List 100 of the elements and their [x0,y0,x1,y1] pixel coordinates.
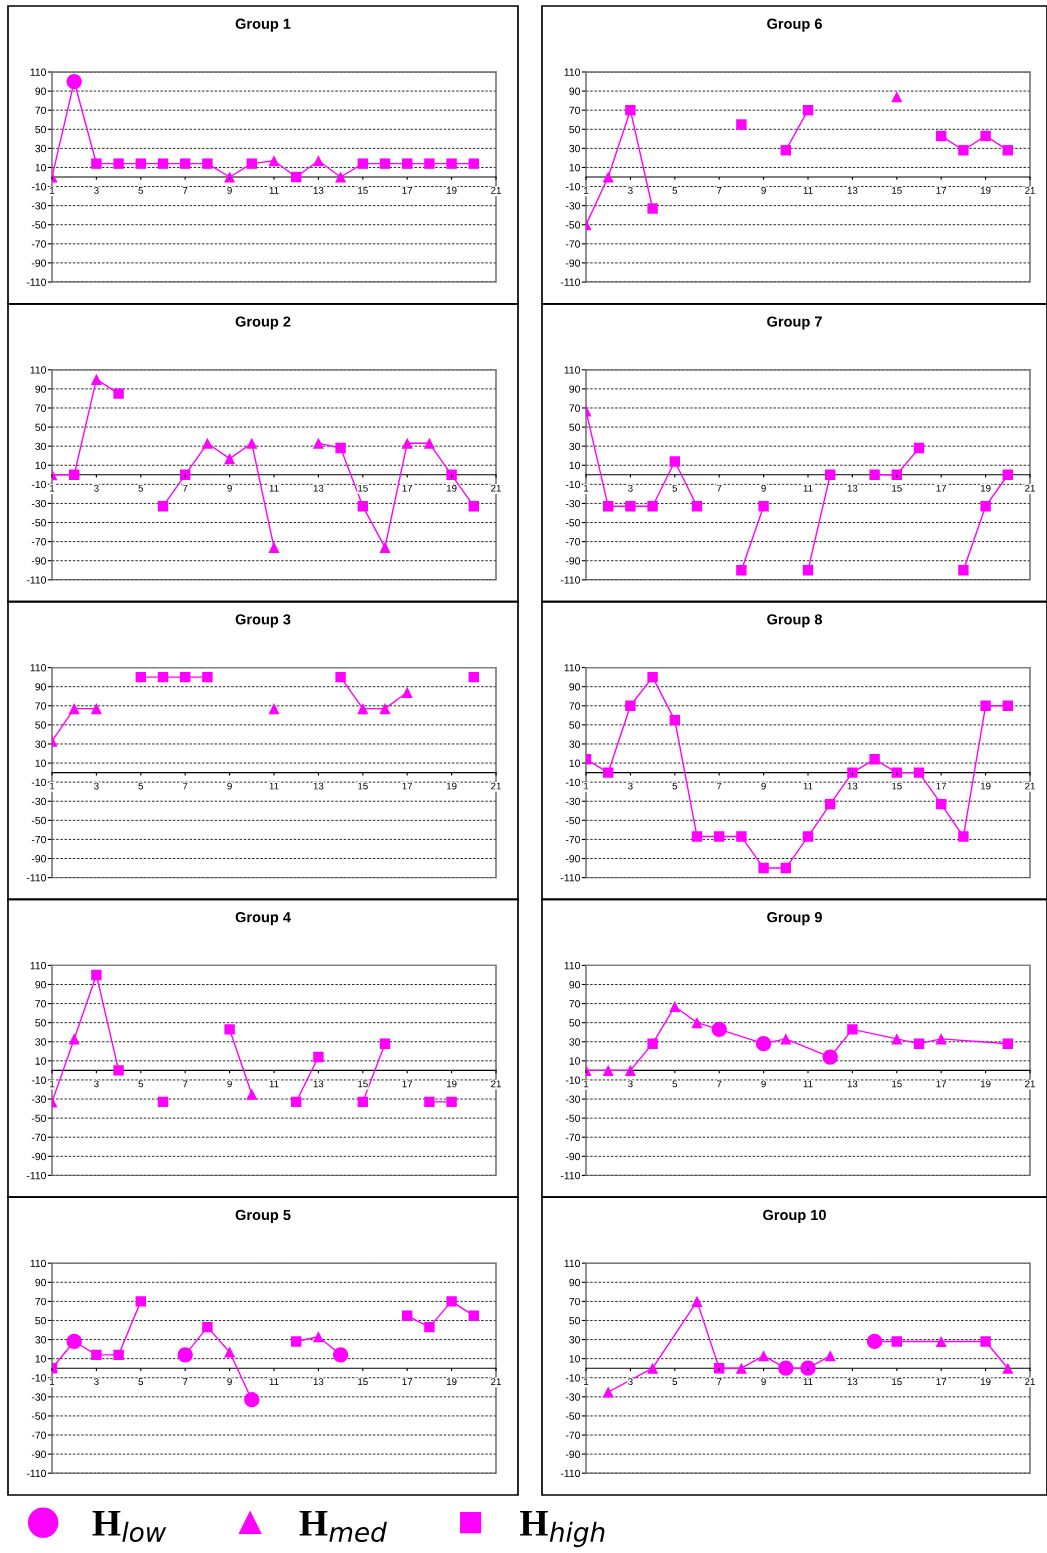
point [778,1360,794,1376]
point [758,862,769,874]
x-tick-label: 15 [892,484,902,492]
y-tick-label: -110 [26,1171,47,1180]
point [401,1310,413,1321]
chart-title: Group 1 [235,18,291,32]
point [891,767,903,778]
point [647,671,658,683]
y-tick-label: -70 [31,1431,47,1439]
x-tick-label: 5 [138,782,144,790]
point [179,469,191,481]
point [691,501,703,512]
y-tick-label: -10 [31,480,47,489]
x-tick-label: 17 [936,187,947,194]
point [468,158,480,169]
x-tick-label: 11 [803,187,813,194]
point [246,437,258,449]
x-tick-label: 15 [892,1378,902,1386]
y-tick-label: -10 [31,778,47,787]
x-tick-label: 17 [402,187,413,194]
x-tick-label: 19 [446,484,457,492]
x-tick-label: 11 [269,1080,279,1088]
point [822,1049,838,1065]
point [68,703,80,715]
point [135,158,147,169]
y-tick-label: -70 [565,538,581,546]
y-tick-label: -110 [26,278,47,286]
chart-title: Group 6 [767,18,822,32]
x-tick-label: 7 [717,782,722,790]
point [157,501,169,512]
point [379,1038,391,1049]
y-tick-label: -110 [560,874,581,882]
y-tick-label: -70 [31,538,47,546]
point [647,203,658,214]
x-tick-label: 17 [402,782,413,790]
point [446,469,457,481]
x-tick-label: 17 [936,1080,947,1088]
x-tick-label: 9 [227,782,232,790]
legend-label: H$_{high}$ [520,1511,605,1548]
y-tick-label: 50 [35,1316,47,1325]
y-tick-label: -50 [565,519,581,527]
x-tick-label: 21 [491,1378,501,1385]
point [669,456,681,467]
x-tick-label: 7 [717,1080,722,1088]
point [312,437,324,449]
y-tick-label: -10 [565,1374,581,1382]
point [401,158,413,169]
x-tick-label: 11 [803,1378,813,1385]
point [1002,1362,1014,1374]
point [246,158,258,169]
y-tick-label: 10 [569,163,581,172]
point [468,501,480,512]
point [647,1362,659,1374]
point [224,453,236,465]
point [980,700,991,711]
y-tick-label: 70 [35,702,47,710]
x-tick-label: 1 [50,187,55,194]
y-tick-label: 30 [35,1336,47,1344]
x-tick-label: 19 [446,186,457,194]
y-tick-label: 70 [569,404,581,412]
x-tick-label: 15 [358,1080,368,1088]
y-tick-label: 90 [35,87,47,95]
x-tick-label: 5 [672,1080,678,1088]
chart-title: Group 9 [767,911,822,926]
point [1002,469,1014,481]
y-tick-label: -110 [26,1469,47,1478]
y-tick-label: 110 [30,1259,47,1268]
x-tick-label: 3 [628,186,633,194]
point [335,671,346,683]
y-tick-label: 90 [569,683,581,691]
y-tick-label: 30 [35,144,47,153]
y-tick-label: 90 [35,385,47,393]
x-tick-label: 5 [138,1080,144,1088]
x-tick-label: 21 [1025,1080,1035,1088]
point [602,1064,614,1076]
y-tick-label: -50 [565,1412,581,1420]
x-tick-label: 17 [936,782,947,790]
y-tick-label: -70 [565,1133,581,1142]
y-tick-label: -90 [31,855,47,863]
point [91,969,102,981]
y-tick-label: 90 [35,1278,47,1287]
point [980,501,991,512]
point [780,862,792,874]
point [935,1335,947,1348]
y-tick-label: -30 [565,499,581,508]
point [424,158,435,169]
y-tick-label: 110 [30,68,47,76]
x-tick-label: 9 [761,782,766,790]
x-tick-label: 1 [50,1080,55,1088]
y-tick-label: 90 [569,1278,581,1287]
x-tick-label: 7 [717,1378,722,1385]
y-tick-label: -30 [31,1393,47,1401]
y-tick-label: -90 [565,1152,581,1161]
point [113,158,124,169]
point [91,1349,102,1361]
x-tick-label: 21 [1025,1378,1035,1385]
point [202,158,213,169]
y-tick-label: 50 [569,1316,581,1325]
point [313,1051,324,1063]
point [423,437,435,449]
